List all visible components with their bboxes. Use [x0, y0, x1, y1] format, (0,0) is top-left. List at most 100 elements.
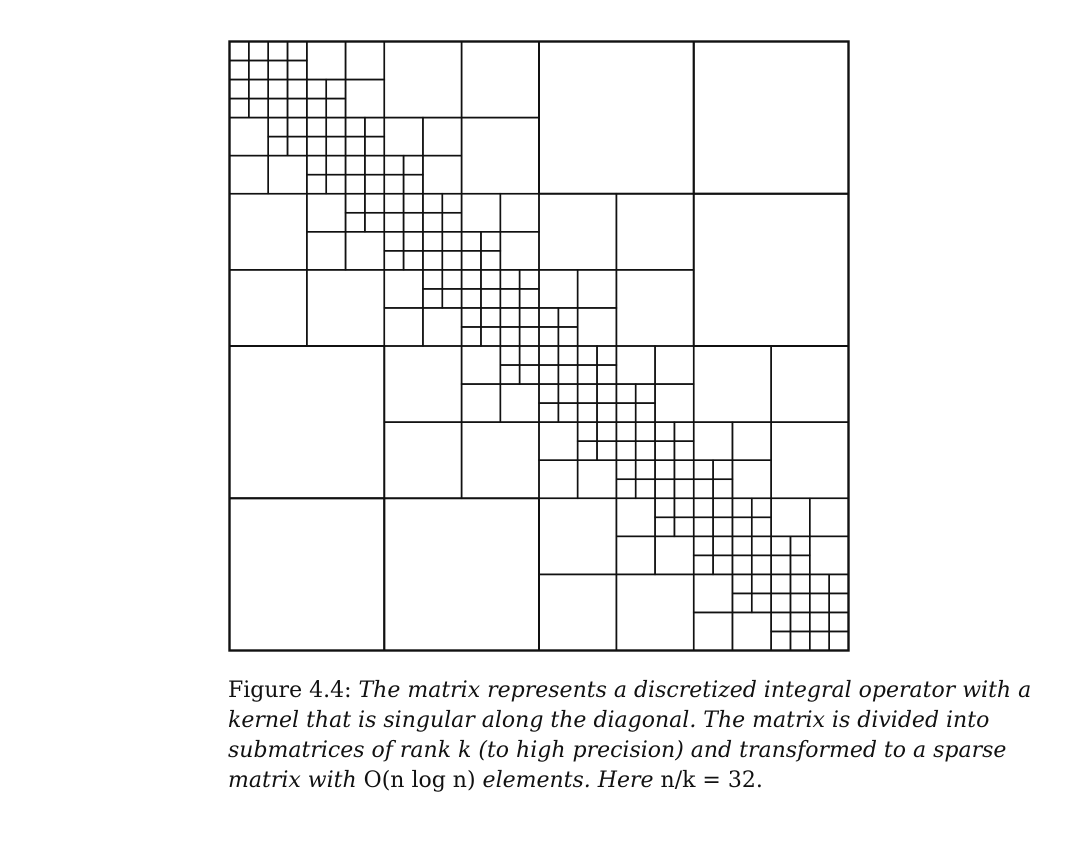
matrix-block — [789, 630, 811, 652]
matrix-block — [422, 269, 444, 290]
matrix-block — [499, 345, 521, 366]
matrix-block — [518, 269, 540, 290]
matrix-block — [364, 135, 386, 157]
matrix-block — [441, 211, 463, 233]
matrix-block — [383, 307, 424, 347]
matrix-block — [538, 326, 560, 347]
matrix-block — [364, 116, 386, 138]
matrix-block — [750, 592, 772, 614]
matrix-block — [441, 250, 463, 271]
matrix-block — [654, 459, 676, 481]
matrix-block — [344, 78, 386, 119]
matrix-block — [518, 364, 540, 385]
matrix-block — [344, 231, 386, 271]
matrix-block — [325, 135, 347, 157]
matrix-block — [383, 231, 405, 252]
matrix-block — [441, 231, 463, 252]
matrix-block — [750, 554, 772, 576]
matrix-block — [576, 307, 618, 347]
matrix-block — [692, 573, 734, 614]
matrix-block — [422, 307, 463, 347]
matrix-block — [499, 231, 540, 271]
matrix-block — [306, 78, 328, 100]
matrix-block — [654, 516, 676, 538]
matrix-block — [596, 440, 618, 461]
matrix-block — [286, 40, 308, 62]
matrix-block — [306, 116, 328, 138]
caption-math-complexity: O(n log n) — [363, 768, 476, 793]
matrix-block — [344, 135, 366, 157]
matrix-block — [306, 231, 347, 271]
matrix-block — [460, 383, 502, 423]
matrix-block — [596, 383, 618, 404]
matrix-block — [789, 554, 811, 576]
caption-text-part1: The matrix represents a discretized inte… — [228, 678, 1032, 793]
matrix-block — [828, 592, 850, 614]
matrix-block — [248, 40, 269, 62]
matrix-block — [557, 307, 579, 328]
matrix-block — [576, 269, 618, 309]
matrix-block — [383, 192, 405, 214]
matrix-block — [654, 497, 676, 519]
matrix-block — [441, 269, 463, 290]
matrix-block — [750, 573, 772, 595]
matrix-block — [789, 573, 811, 595]
matrix-block — [460, 192, 502, 233]
matrix-block — [383, 497, 540, 652]
matrix-block — [634, 421, 656, 442]
matrix-block — [325, 173, 347, 195]
matrix-block — [770, 497, 811, 538]
matrix-block — [750, 497, 772, 519]
matrix-block — [402, 173, 424, 195]
matrix-block — [228, 269, 308, 347]
matrix-block — [596, 421, 618, 442]
matrix-block — [422, 154, 463, 195]
matrix-block — [809, 630, 830, 652]
matrix-block — [460, 345, 502, 385]
matrix-block — [712, 554, 734, 576]
matrix-block — [344, 173, 366, 195]
matrix-block — [692, 497, 714, 519]
matrix-block — [673, 516, 695, 538]
matrix-block — [460, 288, 482, 309]
matrix-block — [460, 269, 482, 290]
matrix-block — [364, 173, 386, 195]
matrix-block — [654, 383, 695, 423]
matrix-block — [615, 345, 656, 385]
matrix-block — [615, 478, 637, 500]
matrix-block — [692, 554, 714, 576]
matrix-block — [267, 40, 289, 62]
matrix-block — [692, 345, 772, 423]
matrix-block — [518, 307, 540, 328]
matrix-block — [267, 116, 289, 138]
matrix-block — [228, 78, 250, 100]
matrix-block — [809, 592, 830, 614]
matrix-block — [809, 497, 850, 538]
figure-caption: Figure 4.4: The matrix represents a disc… — [228, 676, 1068, 796]
matrix-block — [615, 383, 637, 404]
matrix-block — [228, 116, 269, 157]
matrix-block — [673, 478, 695, 500]
matrix-block — [615, 402, 637, 423]
matrix-block — [576, 402, 598, 423]
matrix-block — [809, 535, 850, 576]
matrix-block — [731, 535, 753, 557]
caption-end: . — [755, 768, 763, 793]
matrix-block — [267, 97, 289, 119]
matrix-block — [344, 192, 366, 214]
matrix-block — [228, 154, 269, 195]
matrix-block — [770, 630, 792, 652]
matrix-block — [228, 59, 250, 81]
matrix-block — [306, 173, 328, 195]
matrix-block — [286, 97, 308, 119]
matrix-block — [344, 211, 366, 233]
matrix-block — [422, 250, 444, 271]
matrix-block — [402, 211, 424, 233]
matrix-block — [731, 592, 753, 614]
matrix-block — [615, 269, 695, 347]
matrix-block — [480, 288, 502, 309]
matrix-block — [248, 78, 269, 100]
matrix-block — [364, 192, 386, 214]
matrix-block — [731, 611, 772, 652]
matrix-block — [750, 535, 772, 557]
